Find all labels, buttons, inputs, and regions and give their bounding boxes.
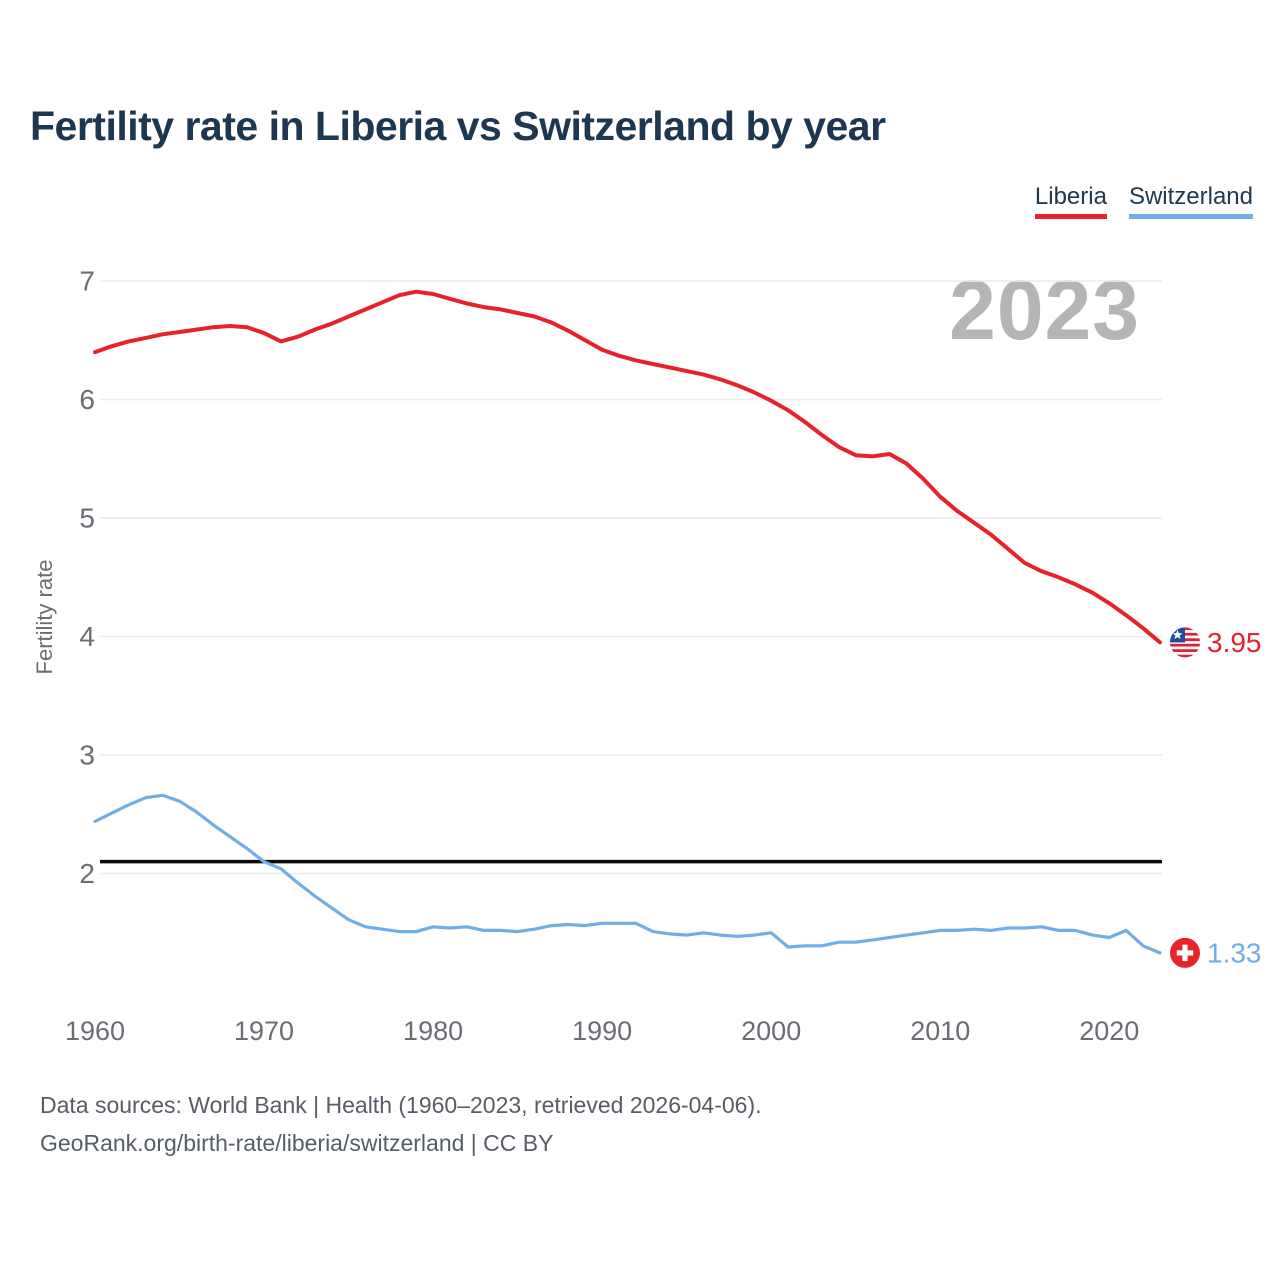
legend-item-switzerland[interactable]: Switzerland [1128, 183, 1253, 219]
liberia-flag-icon [1170, 627, 1200, 658]
x-tick-label-2020: 2020 [1079, 1016, 1139, 1046]
x-tick-label-2010: 2010 [910, 1016, 970, 1046]
y-tick-label-5: 5 [79, 503, 95, 534]
y-tick-label-3: 3 [79, 740, 95, 771]
liberia-end-value-label: 3.95 [1207, 627, 1262, 658]
chart-canvas: 7 6 5 4 3 2 1960 1970 1980 1990 2000 2010 2020 3.95 1.… [65, 266, 1262, 1047]
footer-attribution-line: GeoRank.org/birth-rate/liberia/switzerla… [40, 1130, 554, 1156]
x-tick-label-1980: 1980 [403, 1016, 463, 1046]
page-title: Fertility rate in Liberia vs Switzerland… [30, 103, 886, 149]
switzerland-end-value-label: 1.33 [1207, 937, 1262, 968]
legend: Liberia Switzerland [1034, 183, 1253, 219]
x-tick-label-2000: 2000 [741, 1016, 801, 1046]
legend-item-liberia[interactable]: Liberia [1034, 183, 1107, 219]
x-tick-label-1970: 1970 [234, 1016, 294, 1046]
switzerland-flag-icon [1170, 937, 1200, 968]
liberia-line [93, 289, 1162, 645]
x-tick-label-1960: 1960 [65, 1016, 125, 1046]
footer-sources-line: Data sources: World Bank | Health (1960–… [40, 1092, 762, 1118]
switzerland-line [93, 793, 1162, 955]
y-tick-label-4: 4 [79, 621, 95, 652]
x-tick-label-1990: 1990 [572, 1016, 632, 1046]
y-tick-label-6: 6 [79, 384, 95, 415]
footer: Data sources: World Bank | Health (1960–… [40, 1086, 762, 1162]
year-watermark: 2023 [949, 263, 1140, 357]
y-tick-label-7: 7 [79, 266, 95, 297]
y-tick-label-2: 2 [79, 858, 95, 889]
